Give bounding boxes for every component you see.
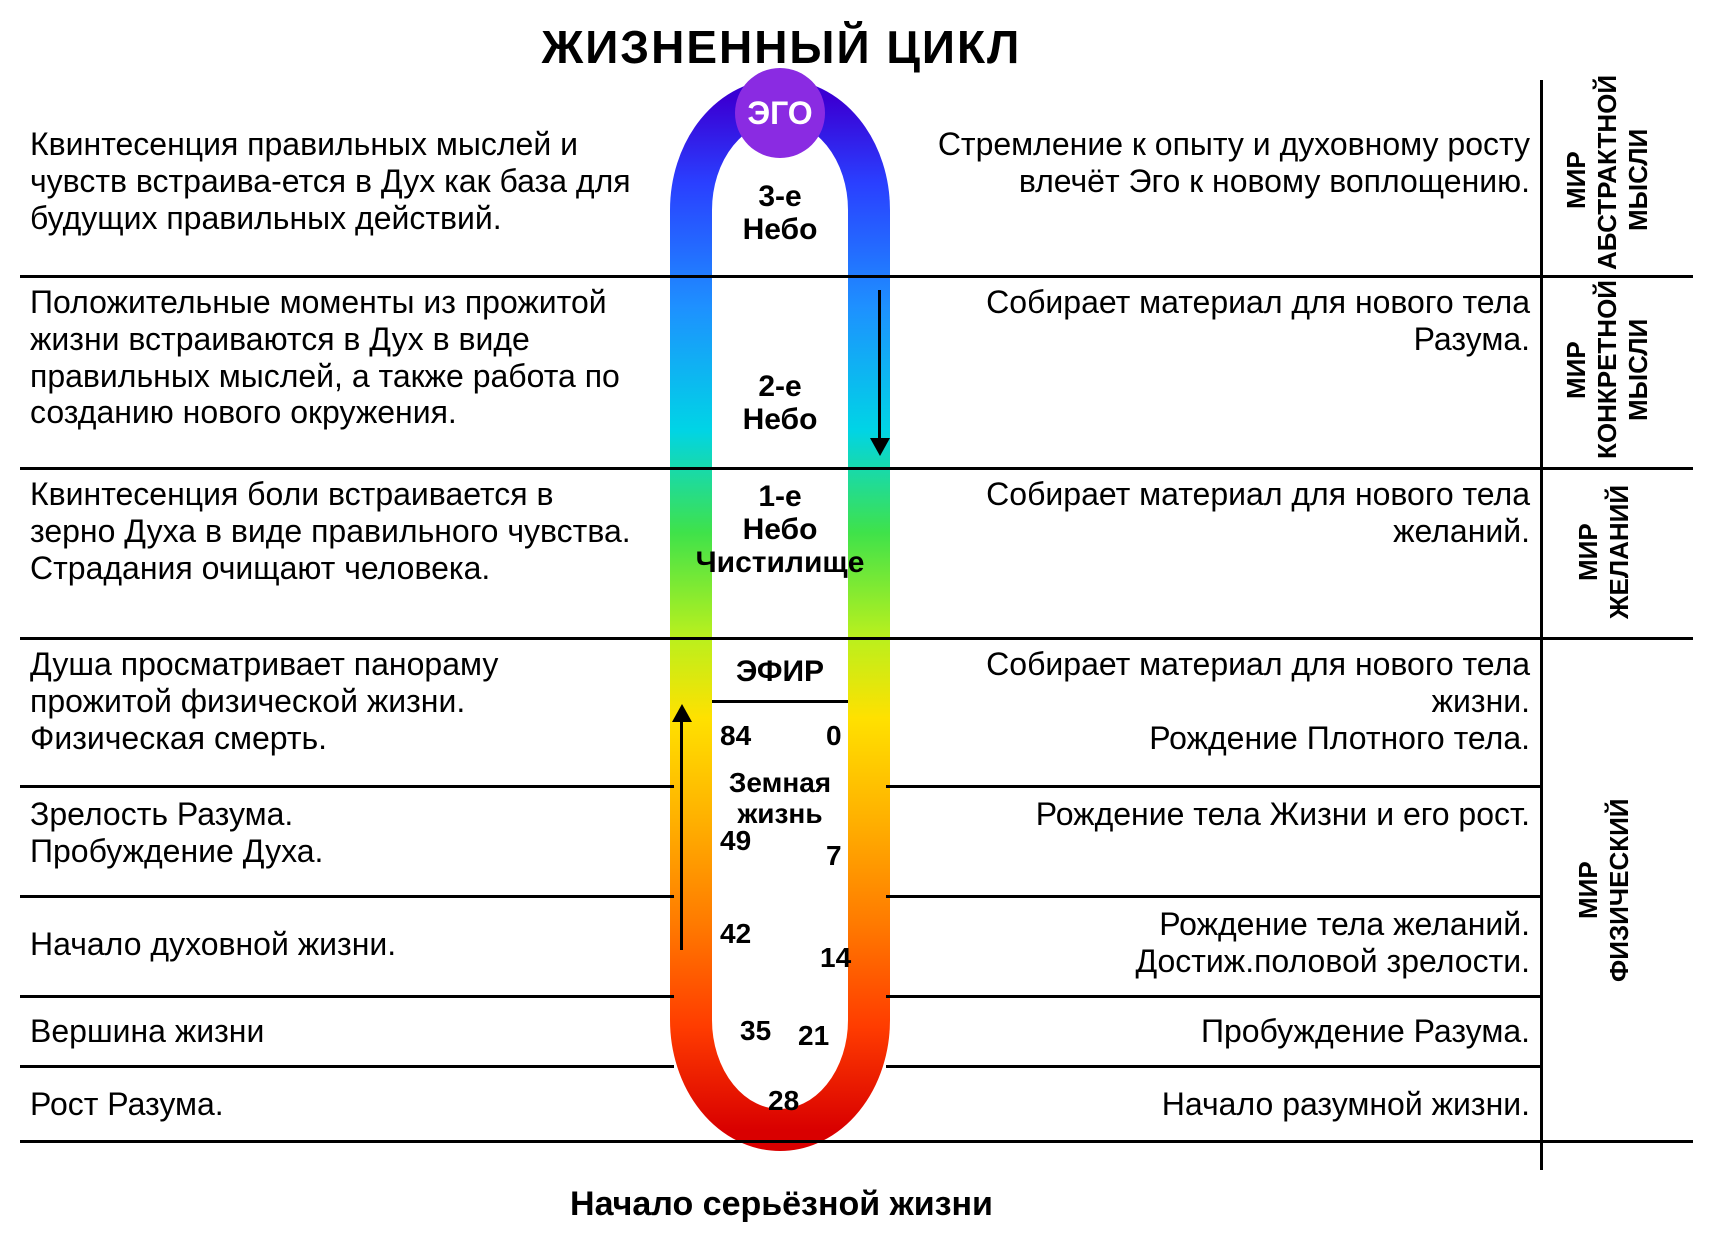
age-14: 14 [820,942,851,974]
left-row-8: Рост Разума. [20,1080,650,1129]
world-abstract-thought: МИР АБСТРАКТНОЙ МЫСЛИ [1561,90,1654,270]
divider-5-right [886,895,1540,898]
right-row-8: Начало разумной жизни. [910,1080,1540,1129]
age-35: 35 [740,1015,771,1047]
left-row-1: Квинтесенция правильных мыслей и чувств … [20,120,650,242]
age-21: 21 [798,1020,829,1052]
center-column: 3-е Небо 2-е Небо 1-е Небо Чистилище ЭФИ… [650,80,910,1170]
bottom-caption: Начало серьёзной жизни [0,1185,1563,1224]
left-row-2: Положительные моменты из прожитой жизни … [20,278,650,437]
age-49: 49 [720,825,751,857]
age-42: 42 [720,918,751,950]
divider-6-left [20,995,674,998]
right-row-1: Стремление к опыту и духовному росту вле… [910,120,1540,206]
right-row-4: Собирает материал для нового тела жизни.… [910,640,1540,762]
right-row-5: Рождение тела Жизни и его рост. [910,790,1540,839]
divider-6-right [886,995,1540,998]
down-arrow-head [870,438,890,456]
left-row-6: Начало духовной жизни. [20,920,650,969]
earth-life-label: Земная жизнь [650,768,910,830]
divider-1 [20,275,1693,278]
ether-label: ЭФИР [650,655,910,688]
right-column: Стремление к опыту и духовному росту вле… [910,80,1540,1170]
right-row-3: Собирает материал для нового тела желани… [910,470,1540,556]
heaven-3-label: 3-е Небо [650,180,910,246]
world-concrete-thought: МИР КОНКРЕТНОЙ МЫСЛИ [1561,280,1654,460]
age-0: 0 [826,720,842,752]
heaven-2-label: 2-е Небо [650,370,910,436]
down-arrow-shaft [878,290,881,440]
up-arrow-head [672,704,692,722]
heaven-1-label: 1-е Небо Чистилище [650,480,910,579]
right-row-2: Собирает материал для нового тела Разума… [910,278,1540,364]
left-column: Квинтесенция правильных мыслей и чувств … [20,80,650,1170]
left-row-5: Зрелость Разума. Пробуждение Духа. [20,790,650,876]
right-row-7: Пробуждение Разума. [910,1007,1540,1056]
page-title: ЖИЗНЕННЫЙ ЦИКЛ [0,20,1563,74]
ego-circle: ЭГО [735,68,825,158]
divider-5-left [20,895,674,898]
left-row-7: Вершина жизни [20,1007,650,1056]
divider-4-right [886,785,1540,788]
ego-label: ЭГО [747,95,812,132]
world-physical: МИР ФИЗИЧЕСКИЙ [1573,680,1635,1100]
age-84: 84 [720,720,751,752]
divider-8 [20,1140,1693,1143]
ether-divider [712,700,848,703]
left-row-3: Квинтесенция боли встраивается в зерно Д… [20,470,650,592]
divider-4-left [20,785,674,788]
age-7: 7 [826,840,842,872]
divider-7-right [886,1065,1540,1068]
left-row-4: Душа просматривает панораму прожитой физ… [20,640,650,762]
world-desires: МИР ЖЕЛАНИЙ [1573,472,1635,632]
age-28: 28 [768,1085,799,1117]
divider-3 [20,637,1693,640]
worlds-column: МИР АБСТРАКТНОЙ МЫСЛИ МИР КОНКРЕТНОЙ МЫС… [1540,80,1690,1170]
divider-7-left [20,1065,674,1068]
divider-2 [20,467,1693,470]
up-arrow-shaft [680,720,683,950]
right-row-6: Рождение тела желаний. Достиж.половой зр… [910,900,1540,986]
diagram-container: ЭГО Квинтесенция правильных мыслей и чув… [20,80,1693,1170]
